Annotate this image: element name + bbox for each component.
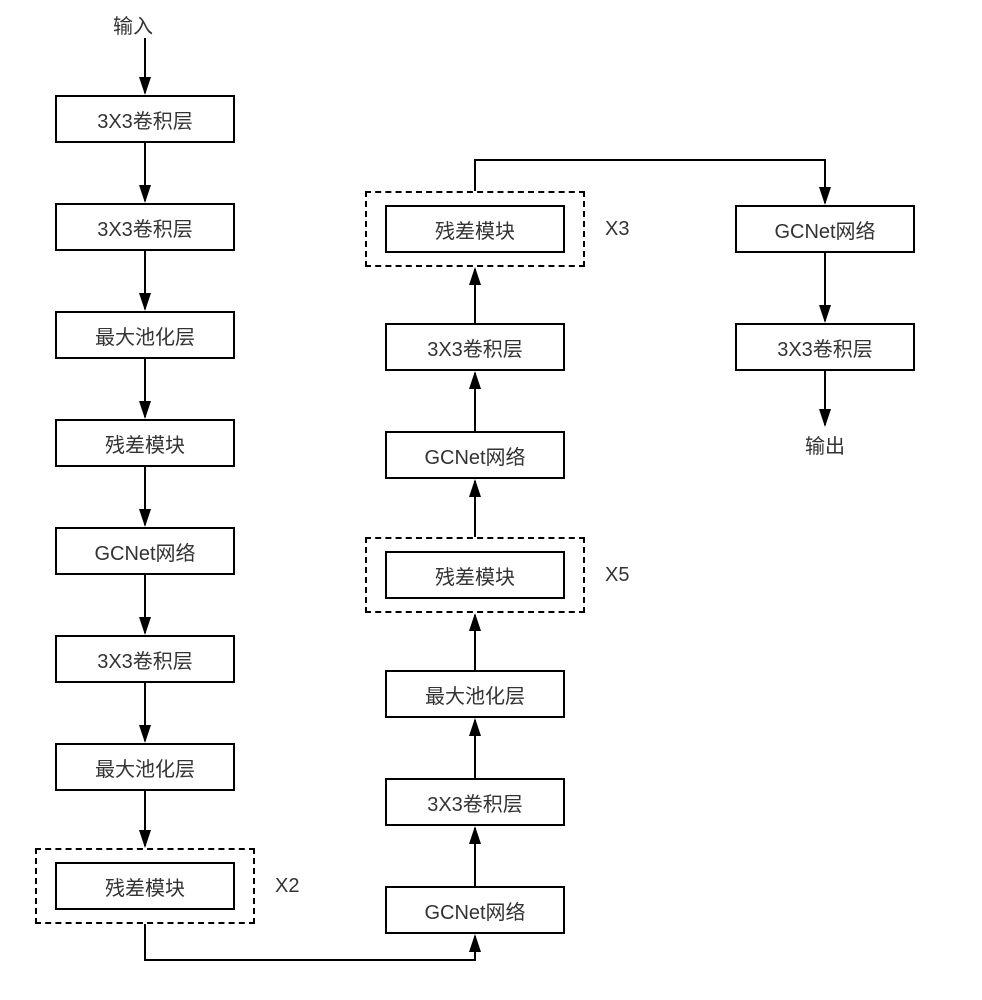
col1-node-7: 最大池化层: [55, 743, 235, 791]
col2-node-3: GCNet网络: [385, 431, 565, 479]
input-label: 输入: [113, 10, 153, 39]
col1-node-1: 3X3卷积层: [55, 95, 235, 143]
col2-node-6: 3X3卷积层: [385, 778, 565, 826]
col1-dashed-x2: [35, 848, 255, 924]
col1-node-4-text: 残差模块: [105, 429, 185, 458]
col1-node-1-text: 3X3卷积层: [97, 105, 193, 134]
col1-node-2: 3X3卷积层: [55, 203, 235, 251]
col3-node-1-text: GCNet网络: [774, 215, 875, 244]
col1-node-6-text: 3X3卷积层: [97, 645, 193, 674]
col2-node-7: GCNet网络: [385, 886, 565, 934]
col3-node-2-text: 3X3卷积层: [777, 333, 873, 362]
col1-node-7-text: 最大池化层: [95, 753, 195, 782]
output-label: 输出: [805, 430, 845, 459]
col2-node-6-text: 3X3卷积层: [427, 788, 523, 817]
col1-node-4: 残差模块: [55, 419, 235, 467]
col2-dashed-x3: [365, 191, 585, 267]
col1-node-5: GCNet网络: [55, 527, 235, 575]
mult-x3: X3: [605, 218, 629, 241]
col1-node-3: 最大池化层: [55, 311, 235, 359]
col1-node-3-text: 最大池化层: [95, 321, 195, 350]
col2-node-2-text: 3X3卷积层: [427, 333, 523, 362]
col1-node-6: 3X3卷积层: [55, 635, 235, 683]
col3-node-2: 3X3卷积层: [735, 323, 915, 371]
col2-node-5: 最大池化层: [385, 670, 565, 718]
col1-node-2-text: 3X3卷积层: [97, 213, 193, 242]
col2-node-5-text: 最大池化层: [425, 680, 525, 709]
mult-x5: X5: [605, 564, 629, 587]
col1-node-5-text: GCNet网络: [94, 537, 195, 566]
col2-node-2: 3X3卷积层: [385, 323, 565, 371]
col2-node-7-text: GCNet网络: [424, 896, 525, 925]
col3-node-1: GCNet网络: [735, 205, 915, 253]
col2-node-3-text: GCNet网络: [424, 441, 525, 470]
mult-x2: X2: [275, 875, 299, 898]
col2-dashed-x5: [365, 537, 585, 613]
